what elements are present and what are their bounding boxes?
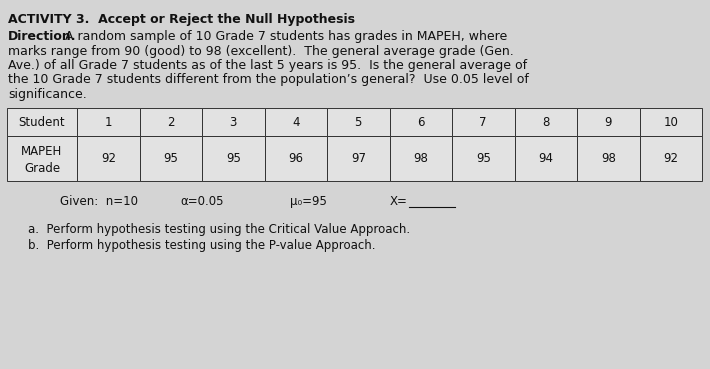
Text: 4: 4 xyxy=(292,115,300,128)
Text: the 10 Grade 7 students different from the population’s general?  Use 0.05 level: the 10 Grade 7 students different from t… xyxy=(8,73,529,86)
Bar xyxy=(577,136,640,181)
Text: μ₀=95: μ₀=95 xyxy=(290,195,327,208)
Text: 7: 7 xyxy=(479,115,487,128)
Bar xyxy=(640,108,702,136)
Text: Given:  n=10: Given: n=10 xyxy=(60,195,138,208)
Text: MAPEH: MAPEH xyxy=(21,145,62,158)
Text: 8: 8 xyxy=(542,115,550,128)
Bar xyxy=(265,108,327,136)
Bar xyxy=(452,108,515,136)
Bar xyxy=(390,108,452,136)
Text: 2: 2 xyxy=(167,115,175,128)
Text: significance.: significance. xyxy=(8,88,87,101)
Text: 98: 98 xyxy=(601,152,616,165)
Text: Ave.) of all Grade 7 students as of the last 5 years is 95.  Is the general aver: Ave.) of all Grade 7 students as of the … xyxy=(8,59,527,72)
Text: 96: 96 xyxy=(288,152,303,165)
Text: 9: 9 xyxy=(604,115,612,128)
Bar xyxy=(515,136,577,181)
Text: ACTIVITY 3.  Accept or Reject the Null Hypothesis: ACTIVITY 3. Accept or Reject the Null Hy… xyxy=(8,13,355,26)
Bar xyxy=(7,108,77,136)
Text: 94: 94 xyxy=(538,152,553,165)
Text: 6: 6 xyxy=(417,115,425,128)
Text: 98: 98 xyxy=(413,152,428,165)
Text: A random sample of 10 Grade 7 students has grades in MAPEH, where: A random sample of 10 Grade 7 students h… xyxy=(61,30,507,43)
Bar xyxy=(327,136,390,181)
Bar xyxy=(452,136,515,181)
Text: X=: X= xyxy=(390,195,408,208)
Text: b.  Perform hypothesis testing using the P-value Approach.: b. Perform hypothesis testing using the … xyxy=(28,239,376,252)
Bar xyxy=(265,136,327,181)
Text: 95: 95 xyxy=(476,152,491,165)
Text: 3: 3 xyxy=(229,115,237,128)
Bar xyxy=(390,136,452,181)
Bar xyxy=(77,136,139,181)
Bar xyxy=(7,136,77,181)
Bar xyxy=(77,108,139,136)
Bar xyxy=(202,108,265,136)
Text: 5: 5 xyxy=(354,115,362,128)
Text: Direction.: Direction. xyxy=(8,30,77,43)
Bar xyxy=(640,136,702,181)
Text: 95: 95 xyxy=(163,152,178,165)
Text: 92: 92 xyxy=(663,152,678,165)
Text: a.  Perform hypothesis testing using the Critical Value Approach.: a. Perform hypothesis testing using the … xyxy=(28,223,410,236)
Bar xyxy=(139,136,202,181)
Text: 10: 10 xyxy=(663,115,678,128)
Text: α=0.05: α=0.05 xyxy=(180,195,224,208)
Bar xyxy=(577,108,640,136)
Bar xyxy=(327,108,390,136)
Text: 97: 97 xyxy=(351,152,366,165)
Text: 1: 1 xyxy=(104,115,112,128)
Text: 95: 95 xyxy=(226,152,241,165)
Text: Student: Student xyxy=(18,115,65,128)
Text: 92: 92 xyxy=(101,152,116,165)
Text: Grade: Grade xyxy=(24,162,60,175)
Bar xyxy=(139,108,202,136)
Bar xyxy=(202,136,265,181)
Bar xyxy=(515,108,577,136)
Text: marks range from 90 (good) to 98 (excellent).  The general average grade (Gen.: marks range from 90 (good) to 98 (excell… xyxy=(8,45,514,58)
